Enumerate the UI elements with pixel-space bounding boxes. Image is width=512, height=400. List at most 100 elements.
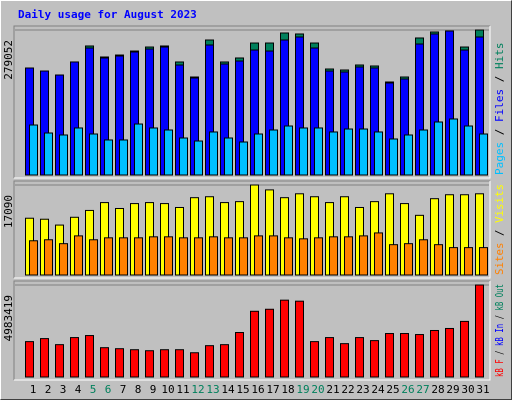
x-tick-label: 31 (476, 383, 489, 396)
x-tick-label: 24 (371, 383, 385, 396)
legend: Pages / Files / Hits (493, 43, 506, 176)
x-tick-label: 9 (150, 383, 157, 396)
bar (160, 349, 169, 378)
bar (430, 329, 439, 378)
x-tick-label: 27 (416, 383, 429, 396)
bar (340, 343, 349, 378)
bar (415, 334, 424, 378)
bar (269, 129, 278, 176)
bar (419, 129, 428, 176)
bar (70, 337, 79, 378)
bar (29, 124, 38, 176)
bar (314, 127, 323, 176)
bar (89, 133, 98, 176)
panel-edge (13, 180, 490, 278)
bar (325, 337, 334, 378)
bar (344, 128, 353, 176)
legend-separator: / (493, 69, 506, 89)
legend-entry: Pages (493, 142, 506, 175)
bar (235, 332, 244, 378)
x-tick-label: 6 (105, 383, 112, 396)
bar (59, 134, 68, 176)
legend-entry: kB Out (493, 284, 506, 311)
bar (284, 125, 293, 176)
bar (445, 327, 454, 378)
bar (205, 345, 214, 378)
bar (434, 121, 443, 176)
bar (344, 236, 353, 276)
panel-edge (14, 26, 491, 179)
chart-title: Daily usage for August 2023 (18, 8, 197, 21)
bar (400, 333, 409, 378)
bar (479, 247, 488, 276)
x-tick-label: 8 (135, 383, 142, 396)
x-tick-label: 15 (236, 383, 249, 396)
x-tick-label: 10 (161, 383, 174, 396)
bar (55, 344, 64, 378)
bar (89, 239, 98, 276)
x-tick-label: 26 (401, 383, 414, 396)
bar (254, 133, 263, 176)
bar (419, 239, 428, 276)
bar (74, 235, 83, 276)
panel-edge (14, 181, 491, 279)
bar (100, 347, 109, 378)
bar (434, 244, 443, 276)
bar (145, 350, 154, 378)
bar (299, 238, 308, 276)
bar (389, 244, 398, 276)
bar (115, 348, 124, 378)
x-tick-label: 14 (221, 383, 235, 396)
bar (134, 123, 143, 176)
x-tick-label: 30 (461, 383, 474, 396)
bar (385, 333, 394, 378)
x-tick-label: 2 (45, 383, 52, 396)
bar (479, 133, 488, 176)
bar (104, 139, 113, 176)
bar (464, 125, 473, 176)
bar (179, 137, 188, 176)
bar (254, 235, 263, 276)
bar (310, 341, 319, 378)
bar (134, 237, 143, 276)
bar (329, 131, 338, 176)
bar (209, 131, 218, 176)
x-tick-label: 19 (296, 383, 309, 396)
bar (449, 247, 458, 276)
x-tick-label: 3 (60, 383, 67, 396)
legend-entry: Hits (493, 43, 506, 70)
bar (194, 237, 203, 276)
legend-separator: / (493, 346, 506, 359)
legend-separator: / (493, 122, 506, 142)
bar (389, 138, 398, 176)
legend-entry: kB In (493, 324, 506, 346)
bar (265, 308, 274, 378)
bar (190, 352, 199, 378)
y-tick-label: 4983419 (2, 295, 15, 341)
x-tick-label: 28 (431, 383, 444, 396)
bar (284, 237, 293, 276)
bar (355, 337, 364, 378)
bar (40, 338, 49, 378)
bar (149, 236, 158, 276)
bar (85, 335, 94, 378)
bar (194, 140, 203, 176)
bar (449, 118, 458, 176)
bar (475, 284, 484, 378)
legend-entry: Visits (493, 184, 506, 223)
bar (269, 235, 278, 276)
bar (460, 320, 469, 378)
legend: kB F / kB In / kB Out (493, 284, 506, 377)
bar (119, 237, 128, 276)
bar (239, 237, 248, 276)
bar (179, 237, 188, 276)
bar (329, 236, 338, 276)
bar (464, 247, 473, 276)
bar (164, 129, 173, 176)
x-tick-label: 21 (326, 383, 339, 396)
x-tick-label: 20 (311, 383, 324, 396)
bar (295, 300, 304, 378)
